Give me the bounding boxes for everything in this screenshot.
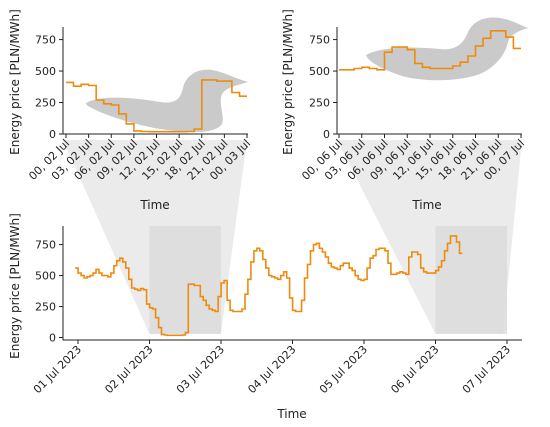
- duck-shape-right: [366, 17, 528, 81]
- ytick-label: 500: [309, 65, 330, 78]
- xtick-label: 03 Jul 2023: [174, 343, 227, 396]
- ylabel-top-right: Energy price [PLN/MWh]: [281, 9, 295, 155]
- xtick-label: 05 Jul 2023: [317, 343, 370, 396]
- xlabel-top-left: Time: [139, 198, 169, 212]
- xtick-label: 04 Jul 2023: [245, 343, 298, 396]
- series-line-top-left: [66, 79, 247, 133]
- xtick-label: 02 Jul 2023: [102, 343, 155, 396]
- chart-bottom: 0 250 500 750 01 Jul 2023 02 Jul 2023 03 Jul …: [8, 213, 522, 421]
- ytick-label: 0: [49, 332, 56, 345]
- ytick-label: 750: [35, 239, 56, 252]
- xtick-label: 06 Jul 2023: [388, 343, 441, 396]
- ytick-label: 750: [35, 34, 56, 47]
- duck-shape-left: [86, 69, 248, 133]
- ytick-label: 500: [35, 270, 56, 283]
- ytick-label: 500: [35, 65, 56, 78]
- series-line-top-right: [339, 30, 521, 71]
- ytick-label: 250: [309, 97, 330, 110]
- ytick-label: 0: [49, 128, 56, 141]
- xlabel-top-right: Time: [411, 198, 441, 212]
- ytick-label: 0: [323, 128, 330, 141]
- xtick-label: 07 Jul 2023: [460, 343, 513, 396]
- xlabel-bottom: Time: [276, 407, 306, 421]
- series-line-bottom: [75, 235, 463, 337]
- ylabel-bottom: Energy price [PLN/MWh]: [8, 213, 22, 359]
- xtick-label: 01 Jul 2023: [31, 343, 84, 396]
- ytick-label: 250: [35, 301, 56, 314]
- ytick-label: 250: [35, 97, 56, 110]
- highlight-region: [435, 226, 507, 334]
- ylabel-top-left: Energy price [PLN/MWh]: [8, 9, 22, 155]
- highlight-region: [149, 226, 221, 334]
- ytick-label: 750: [309, 34, 330, 47]
